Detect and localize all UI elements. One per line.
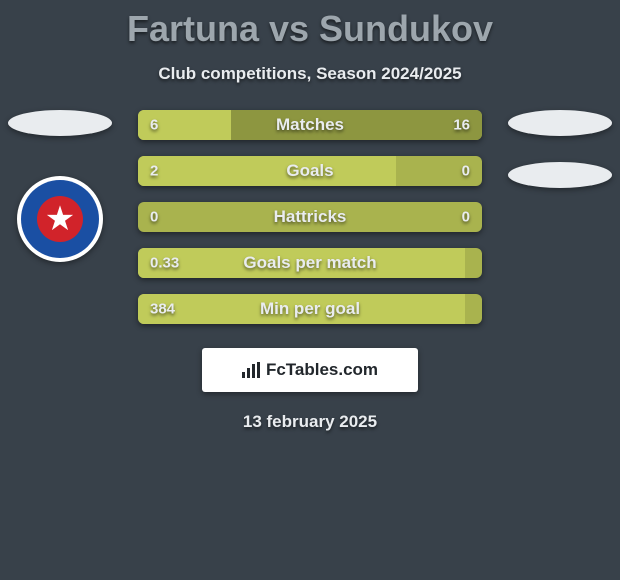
stat-label: Matches bbox=[276, 115, 344, 135]
stat-label: Hattricks bbox=[274, 207, 347, 227]
left-player-column: ★ bbox=[0, 110, 120, 262]
comparison-card: Fartuna vs Sundukov Club competitions, S… bbox=[0, 0, 620, 580]
stat-right-fill bbox=[231, 110, 482, 140]
stat-bar: 6 Matches 16 bbox=[138, 110, 482, 140]
stat-value-left: 384 bbox=[150, 301, 175, 318]
right-player-column bbox=[500, 110, 620, 188]
stat-value-left: 2 bbox=[150, 163, 158, 180]
date-line: 13 february 2025 bbox=[0, 412, 620, 432]
player-photo-placeholder bbox=[8, 110, 112, 136]
stat-value-right: 0 bbox=[462, 209, 470, 226]
page-title: Fartuna vs Sundukov bbox=[0, 0, 620, 50]
stat-value-left: 0.33 bbox=[150, 255, 179, 272]
stat-bar: 0 Hattricks 0 bbox=[138, 202, 482, 232]
stat-label: Min per goal bbox=[260, 299, 360, 319]
subtitle: Club competitions, Season 2024/2025 bbox=[0, 64, 620, 84]
stat-bar: 2 Goals 0 bbox=[138, 156, 482, 186]
stat-value-left: 0 bbox=[150, 209, 158, 226]
bar-chart-icon bbox=[242, 362, 262, 378]
club-badge: ★ bbox=[17, 176, 103, 262]
stat-label: Goals per match bbox=[243, 253, 376, 273]
stat-left-fill bbox=[138, 156, 396, 186]
stats-bars: 6 Matches 16 2 Goals 0 0 Hattricks 0 0.33 Goals pe… bbox=[138, 110, 482, 324]
stat-value-left: 6 bbox=[150, 117, 158, 134]
stat-label: Goals bbox=[286, 161, 333, 181]
stat-bar: 384 Min per goal bbox=[138, 294, 482, 324]
player-photo-placeholder bbox=[508, 110, 612, 136]
brand-box[interactable]: FcTables.com bbox=[202, 348, 418, 392]
club-badge-placeholder bbox=[508, 162, 612, 188]
club-badge-inner: ★ bbox=[37, 196, 83, 242]
star-icon: ★ bbox=[45, 202, 75, 236]
stat-value-right: 0 bbox=[462, 163, 470, 180]
content-row: ★ 6 Matches 16 2 Goals 0 0 Hattricks 0 0.33 Goals … bbox=[0, 110, 620, 324]
brand-text: FcTables.com bbox=[266, 360, 378, 380]
stat-bar: 0.33 Goals per match bbox=[138, 248, 482, 278]
stat-value-right: 16 bbox=[453, 117, 470, 134]
